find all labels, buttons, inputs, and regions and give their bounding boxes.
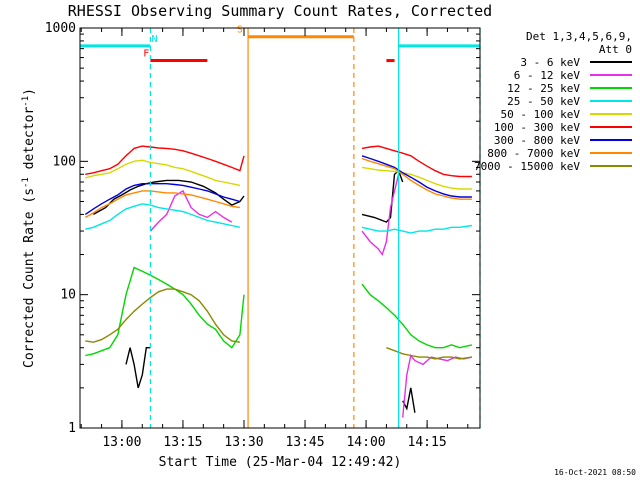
flag-label-f: F	[143, 49, 149, 60]
series-line-100-300-kev	[361, 145, 472, 178]
legend-label-50-100-kev: 50 - 100 keV	[501, 108, 581, 121]
series-line-300-800-kev	[361, 155, 472, 198]
y-axis-label-part1: Corrected Count Rate (s	[22, 188, 37, 368]
series-line-25-50-kev	[361, 224, 473, 234]
x-axis: 13:00 13:15 13:30 13:45 14:00 14:15	[80, 28, 469, 450]
flags-layer: NF S	[80, 25, 480, 63]
series-line-800-7000-kev	[361, 157, 472, 200]
series-line-3-6-kev	[125, 347, 151, 389]
series-line-3-6-kev	[93, 179, 245, 216]
series-line-100-300-kev	[85, 145, 245, 175]
legend-label-3-6-kev: 3 - 6 keV	[520, 56, 580, 69]
series-line-50-100-kev	[361, 166, 472, 190]
y-axis-label: Corrected Count Rate (s-1 detector-1)	[21, 88, 37, 368]
flag-label-n: N	[151, 34, 157, 45]
legend-label-300-800-kev: 300 - 800 keV	[494, 134, 580, 147]
series-line-6-12-kev	[361, 174, 400, 257]
plot-area-frame	[79, 27, 481, 429]
series-line-7000-15000-kev	[85, 288, 241, 343]
series-6-12-kev	[149, 174, 473, 418]
x-tick-label: 13:00	[102, 435, 141, 450]
flag-label-s: S	[237, 25, 243, 36]
x-tick-label: 13:30	[224, 435, 263, 450]
series-line-6-12-kev	[149, 189, 233, 232]
y-axis: 1 10 100 1000	[45, 21, 480, 436]
y-axis-label-sup2: -1	[21, 96, 31, 107]
series-line-25-50-kev	[85, 203, 241, 230]
series-line-3-6-kev	[402, 387, 416, 413]
legend-label-12-25-kev: 12 - 25 keV	[507, 82, 580, 95]
legend-label-25-50-kev: 25 - 50 keV	[507, 95, 580, 108]
series-50-100-kev	[85, 159, 472, 190]
x-tick-label: 14:00	[346, 435, 385, 450]
x-tick-label: 13:15	[163, 435, 202, 450]
legend-label-800-7000-kev: 800 - 7000 keV	[487, 147, 580, 160]
y-tick-label: 10	[60, 288, 76, 303]
timestamp: 16-Oct-2021 08:50	[554, 468, 636, 477]
legend-label-6-12-kev: 6 - 12 keV	[514, 69, 581, 82]
y-axis-label-part3: )	[22, 88, 37, 96]
series-800-7000-kev	[84, 157, 472, 219]
legend-label-100-300-kev: 100 - 300 keV	[494, 121, 580, 134]
series-line-50-100-kev	[85, 159, 241, 187]
series-line-6-12-kev	[402, 353, 473, 418]
series-25-50-kev	[85, 203, 473, 234]
y-tick-label: 1000	[45, 21, 76, 36]
series-line-800-7000-kev	[84, 190, 241, 219]
series-line-12-25-kev	[361, 283, 473, 349]
x-axis-label: Start Time (25-Mar-04 12:49:42)	[159, 455, 402, 470]
series-line-12-25-kev	[85, 266, 245, 357]
y-axis-label-sup1: -1	[21, 177, 31, 188]
legend-header: Det 1,3,4,5,6,9,	[526, 30, 632, 43]
series-layer	[84, 145, 473, 418]
x-tick-label: 14:15	[408, 435, 447, 450]
y-tick-label: 1	[68, 421, 76, 436]
series-line-7000-15000-kev	[386, 347, 473, 360]
y-axis-label-part2: detector	[22, 107, 37, 178]
x-tick-label: 13:45	[285, 435, 324, 450]
legend-label-7000-15000-kev: 7000 - 15000 keV	[474, 160, 580, 173]
series-7000-15000-kev	[85, 288, 473, 360]
legend-header: Att 0	[599, 43, 632, 56]
y-tick-label: 100	[53, 154, 76, 169]
series-300-800-kev	[84, 155, 472, 215]
series-line-300-800-kev	[84, 182, 241, 215]
chart-title: RHESSI Observing Summary Count Rates, Co…	[68, 2, 492, 20]
series-100-300-kev	[85, 145, 472, 178]
series-12-25-kev	[85, 266, 473, 357]
